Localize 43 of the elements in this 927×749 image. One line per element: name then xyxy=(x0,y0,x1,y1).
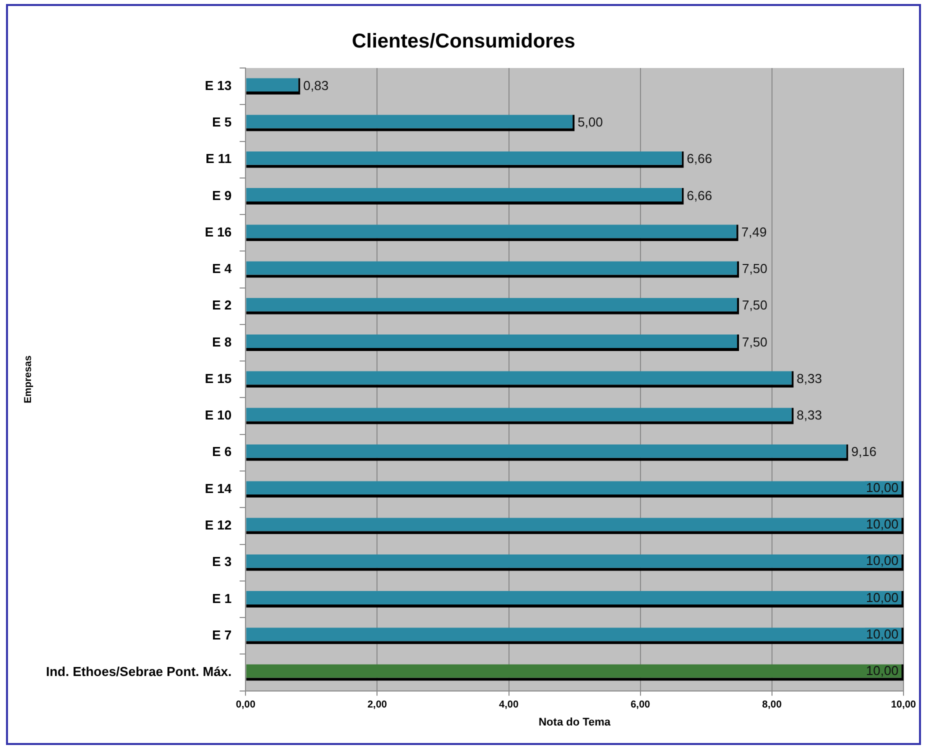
data-label: 7,50 xyxy=(742,298,768,313)
data-label: 10,00 xyxy=(866,626,898,642)
data-label: 7,50 xyxy=(742,334,768,350)
y-tick-label: E 4 xyxy=(212,261,232,276)
chart-title: Clientes/Consumidores xyxy=(352,30,576,53)
x-tick-label: 10,00 xyxy=(890,700,916,711)
y-axis-title: Empresas xyxy=(22,355,34,404)
x-tick-label: 2,00 xyxy=(367,700,388,711)
x-tick-label: 0,00 xyxy=(236,700,256,711)
data-label: 10,00 xyxy=(866,590,898,605)
y-tick-label: E 15 xyxy=(204,370,232,386)
y-tick-label: E 6 xyxy=(212,444,232,460)
y-tick-label: E 1 xyxy=(212,590,232,606)
y-tick-label: E 8 xyxy=(212,334,232,350)
data-label: 10,00 xyxy=(866,663,898,678)
y-tick-label: E 16 xyxy=(204,224,232,240)
y-tick-label: E 9 xyxy=(212,188,232,203)
y-tick-label: E 5 xyxy=(212,114,232,130)
data-label: 6,66 xyxy=(686,151,712,166)
data-label: 8,33 xyxy=(796,370,822,386)
y-tick-label: E 7 xyxy=(212,627,232,642)
y-tick-label: E 3 xyxy=(212,554,232,570)
x-tick-label: 4,00 xyxy=(499,700,519,711)
x-axis-title: Nota do Tema xyxy=(538,716,612,728)
data-label: 7,50 xyxy=(742,261,768,276)
x-tick-label: 6,00 xyxy=(630,700,651,711)
y-tick-label: Ind. Ethoes/Sebrae Pont. Máx. xyxy=(46,664,232,680)
data-label: 9,16 xyxy=(851,444,877,460)
data-label: 10,00 xyxy=(866,553,898,568)
y-tick-label: E 10 xyxy=(204,408,232,423)
data-label: 8,33 xyxy=(796,408,822,423)
data-label: 0,83 xyxy=(303,78,329,93)
y-tick-label: E 14 xyxy=(204,480,232,496)
data-label: 5,00 xyxy=(578,114,603,130)
y-tick-label: E 12 xyxy=(204,518,232,533)
x-tick-label: 8,00 xyxy=(762,700,782,711)
y-tick-label: E 2 xyxy=(212,298,232,313)
data-label: 6,66 xyxy=(686,188,712,203)
y-tick-label: E 11 xyxy=(206,151,232,166)
y-tick-label: E 13 xyxy=(204,78,232,93)
data-label: 10,00 xyxy=(866,516,898,532)
data-label: 10,00 xyxy=(866,480,898,495)
data-label: 7,49 xyxy=(741,224,767,240)
